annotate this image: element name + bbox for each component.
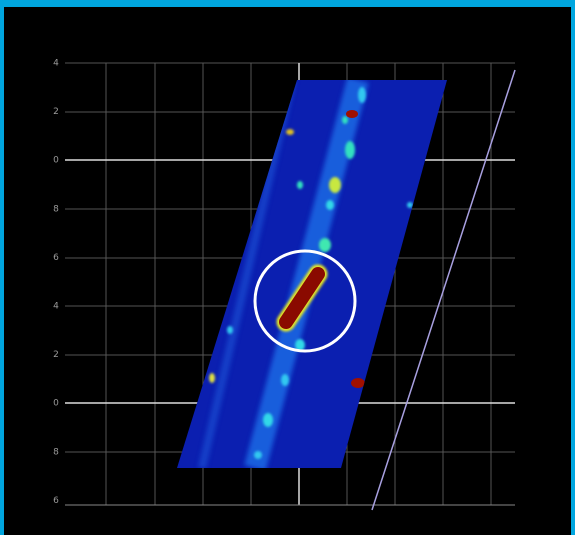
y-tick-label: 4 xyxy=(53,59,59,69)
y-tick-label: 8 xyxy=(53,447,59,457)
y-tick-label: 6 xyxy=(53,253,59,263)
y-tick-label: 6 xyxy=(53,496,59,506)
page: 4208642086 (() => { const data = JSON.pa… xyxy=(0,0,575,535)
y-tick-label: 8 xyxy=(53,204,59,214)
y-tick-label: 0 xyxy=(53,156,59,166)
y-tick-label: 4 xyxy=(53,302,59,312)
radar-view: 4 2 0 8 6 4 2 0 8 6 xyxy=(0,0,575,535)
y-tick-label: 2 xyxy=(53,107,59,117)
y-tick-label: 0 xyxy=(53,399,59,409)
y-tick-label: 2 xyxy=(53,350,59,360)
